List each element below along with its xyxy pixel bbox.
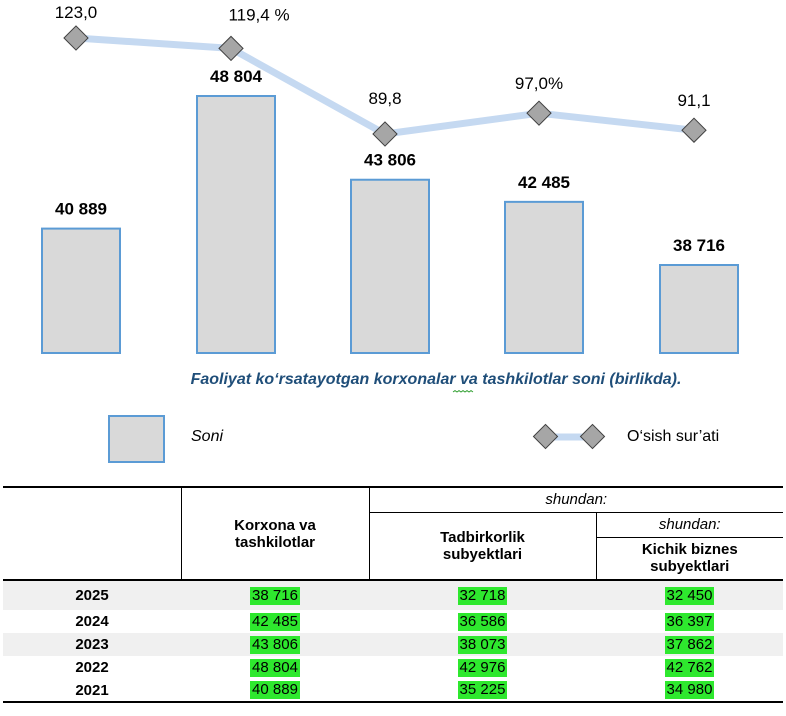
row-value-cell: 43 806 <box>181 633 369 656</box>
row-value: 32 718 <box>457 586 508 605</box>
table-row: 2021 40 889 35 225 34 980 <box>3 679 783 703</box>
row-value: 43 806 <box>250 635 300 654</box>
row-value-cell: 36 397 <box>596 610 783 633</box>
row-value-cell: 48 804 <box>181 656 369 679</box>
row-value: 42 485 <box>250 612 300 631</box>
row-year: 2023 <box>3 633 181 656</box>
row-value-cell: 42 762 <box>596 656 783 679</box>
bar-label-2025: 38 716 <box>673 236 725 255</box>
bar-label-2021: 40 889 <box>55 200 107 219</box>
row-value: 48 804 <box>250 658 300 677</box>
row-value: 36 397 <box>664 612 715 631</box>
legend-bar-swatch <box>108 415 165 463</box>
table-row: 2025 38 716 32 718 32 450 <box>3 580 783 610</box>
bar-2022 <box>196 95 276 354</box>
combo-chart: 40 889 48 804 43 806 42 485 38 716 123,0 119,… <box>41 3 739 463</box>
table-row: 2024 42 485 36 586 36 397 <box>3 610 783 633</box>
row-value-cell: 40 889 <box>181 679 369 703</box>
growth-line-group: 123,0 119,4 % 89,8 97,0% 91,1 <box>55 3 711 147</box>
legend-marker-1 <box>532 423 559 450</box>
row-year: 2025 <box>3 580 181 610</box>
bar-2025 <box>659 264 739 354</box>
growth-label-2021: 123,0 <box>55 3 98 22</box>
header-kichik-biznes: Kichik biznes subyektlari <box>596 537 783 581</box>
row-value-cell: 38 716 <box>181 580 369 610</box>
growth-point-2025 <box>681 117 707 143</box>
row-year: 2021 <box>3 679 181 703</box>
row-value: 36 586 <box>457 612 508 631</box>
bar-2024 <box>504 200 584 354</box>
growth-point-2022 <box>218 35 244 62</box>
row-value: 40 889 <box>250 681 300 699</box>
chart-caption: Faoliyat ko‘rsatayotgan korxonalar va ta… <box>191 371 682 388</box>
growth-line <box>75 34 695 138</box>
legend-line-label: O‘sish sur’ati <box>627 428 719 445</box>
growth-label-2023: 89,8 <box>368 89 401 108</box>
table-body: 2025 38 716 32 718 32 450 2024 42 485 36 586 36… <box>3 580 783 703</box>
row-year: 2022 <box>75 659 109 676</box>
bar-label-2023: 43 806 <box>364 151 416 170</box>
growth-label-2022: 119,4 % <box>228 5 289 24</box>
row-value-cell: 38 073 <box>369 633 596 656</box>
row-value-cell: 35 225 <box>369 679 596 703</box>
row-value: 38 716 <box>250 586 300 605</box>
row-value: 37 862 <box>664 635 715 654</box>
bar-label-2024: 42 485 <box>518 173 570 192</box>
data-table: Korxona va tashkilotlar shundan: Tadbirk… <box>3 486 783 703</box>
header-shundan: shundan: <box>369 486 783 513</box>
row-value: 42 976 <box>457 658 508 677</box>
table-row: 2022 48 804 42 976 42 762 <box>3 656 783 679</box>
header-shundan-2: shundan: <box>596 512 783 538</box>
legend-marker-2 <box>579 423 606 450</box>
row-year: 2024 <box>75 613 109 630</box>
row-value-cell: 42 976 <box>369 656 596 679</box>
bars-group: 40 889 48 804 43 806 42 485 38 716 <box>41 67 739 354</box>
row-value: 35 225 <box>457 681 508 699</box>
row-value-cell: 32 450 <box>596 580 783 610</box>
bar-label-2022: 48 804 <box>210 67 263 86</box>
row-value: 42 762 <box>664 658 715 677</box>
header-empty <box>3 486 182 581</box>
growth-point-2024 <box>526 100 552 126</box>
header-korxona: Korxona va tashkilotlar <box>181 486 370 581</box>
spellcheck-squiggle <box>452 389 474 393</box>
row-value: 38 073 <box>457 635 508 654</box>
growth-label-2025: 91,1 <box>677 91 710 110</box>
legend-bar-label: Soni <box>191 428 223 445</box>
table-row: 2023 43 806 38 073 37 862 <box>3 633 783 656</box>
growth-point-2021 <box>63 25 89 51</box>
row-value-cell: 37 862 <box>596 633 783 656</box>
bar-2023 <box>350 178 430 354</box>
legend: Soni O‘sish sur’ati <box>108 415 719 463</box>
row-value-cell: 42 485 <box>181 610 369 633</box>
bar-2021 <box>41 227 121 354</box>
row-value: 32 450 <box>664 586 715 605</box>
growth-point-2023 <box>372 121 398 147</box>
header-tadbirkorlik: Tadbirkorlik subyektlari <box>369 512 597 581</box>
row-value-cell: 36 586 <box>369 610 596 633</box>
growth-label-2024: 97,0% <box>515 74 563 93</box>
row-value-cell: 34 980 <box>596 679 783 703</box>
row-value-cell: 32 718 <box>369 580 596 610</box>
row-value: 34 980 <box>664 681 715 699</box>
